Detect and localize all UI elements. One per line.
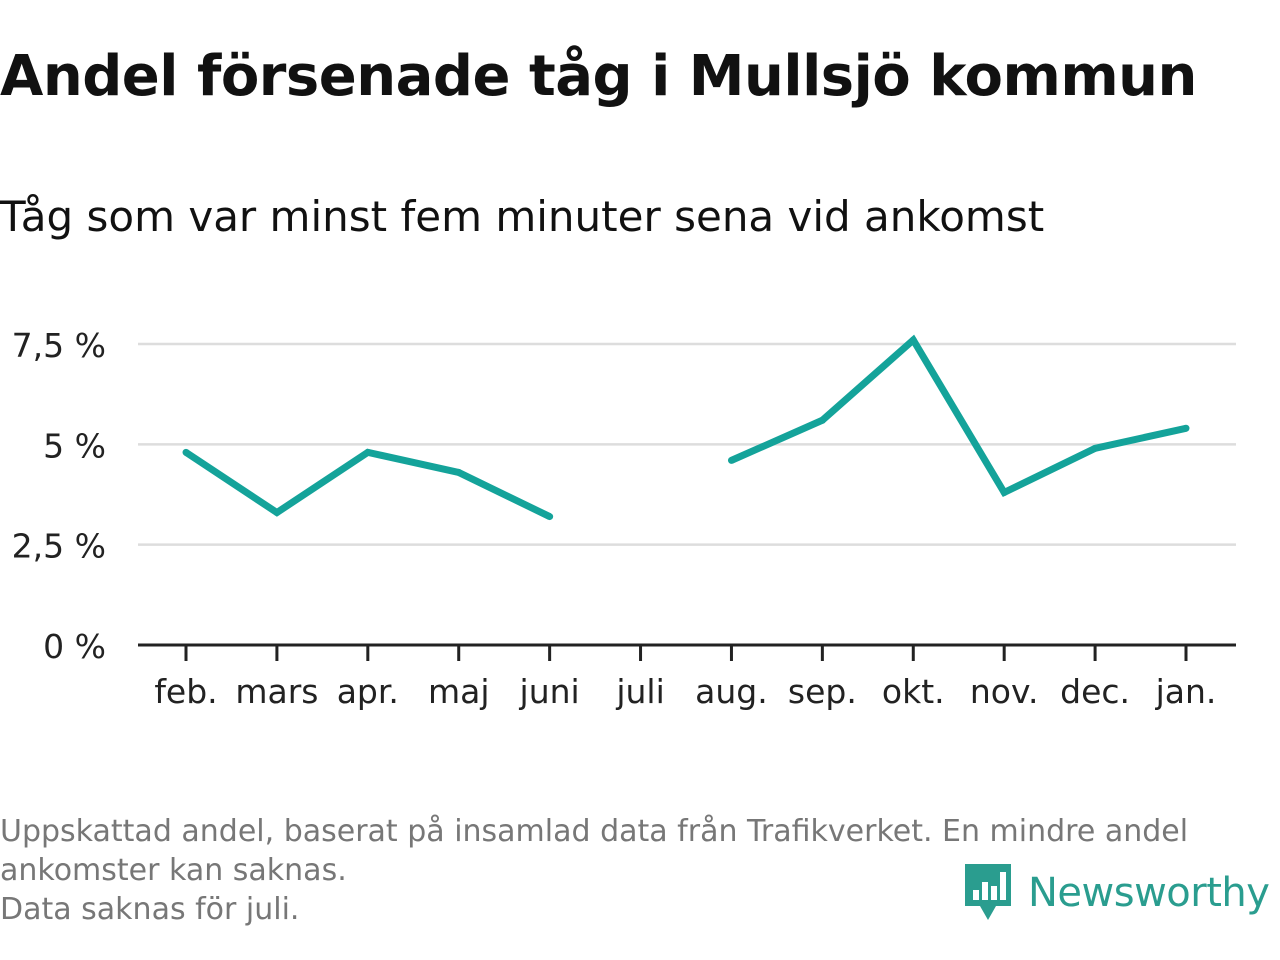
series-line-segment <box>184 448 552 520</box>
chart-subtitle: Tåg som var minst fem minuter sena vid a… <box>0 192 1045 241</box>
data-point <box>455 468 463 476</box>
data-point <box>1000 488 1008 496</box>
data-point <box>546 513 554 521</box>
brand-name: Newsworthy <box>1028 870 1270 916</box>
x-tick-label: dec. <box>1060 672 1130 711</box>
line-chart: 0 % 2,5 % 5 % 7,5 % feb. mars apr. maj juni juli… <box>12 326 1236 711</box>
x-tick-label: nov. <box>970 672 1039 711</box>
y-axis-tick-labels: 0 % 2,5 % 5 % 7,5 % <box>12 326 106 666</box>
footnote-line-3: Data saknas för juli. <box>0 892 300 927</box>
brand-logo: Newsworthy <box>962 862 1270 924</box>
x-tick-label: mars <box>235 672 318 711</box>
x-tick-label: feb. <box>154 672 217 711</box>
x-tick-label: jan. <box>1155 672 1217 711</box>
data-point <box>364 448 372 456</box>
x-tick-label: maj <box>428 672 490 711</box>
y-tick-label: 2,5 % <box>12 527 106 566</box>
data-point <box>909 336 917 344</box>
data-point <box>1091 444 1099 452</box>
data-point <box>182 448 190 456</box>
y-tick-label: 0 % <box>43 627 106 666</box>
x-tick-label: apr. <box>337 672 399 711</box>
chart-title: Andel försenade tåg i Mullsjö kommun <box>0 44 1197 109</box>
x-tick-label: aug. <box>695 672 768 711</box>
x-axis-tick-labels: feb. mars apr. maj juni juli aug. sep. okt. nov. d… <box>154 672 1216 711</box>
gridlines <box>138 342 1236 546</box>
series-line-segment <box>730 334 1187 498</box>
footnote-line-1: Uppskattad andel, baserat på insamlad da… <box>0 814 1189 849</box>
data-point <box>818 416 826 424</box>
data-point <box>1182 424 1190 432</box>
x-tick-label: juni <box>519 672 580 711</box>
series-lines <box>182 334 1190 521</box>
data-point <box>273 509 281 517</box>
footnote-line-2: ankomster kan saknas. <box>0 853 347 888</box>
newsworthy-logo-icon <box>965 864 1011 920</box>
x-tick-label: juli <box>615 672 664 711</box>
data-point <box>727 456 735 464</box>
y-tick-label: 7,5 % <box>12 326 106 365</box>
x-axis <box>138 643 1236 661</box>
x-tick-label: okt. <box>882 672 945 711</box>
x-tick-label: sep. <box>788 672 857 711</box>
y-tick-label: 5 % <box>43 426 106 465</box>
